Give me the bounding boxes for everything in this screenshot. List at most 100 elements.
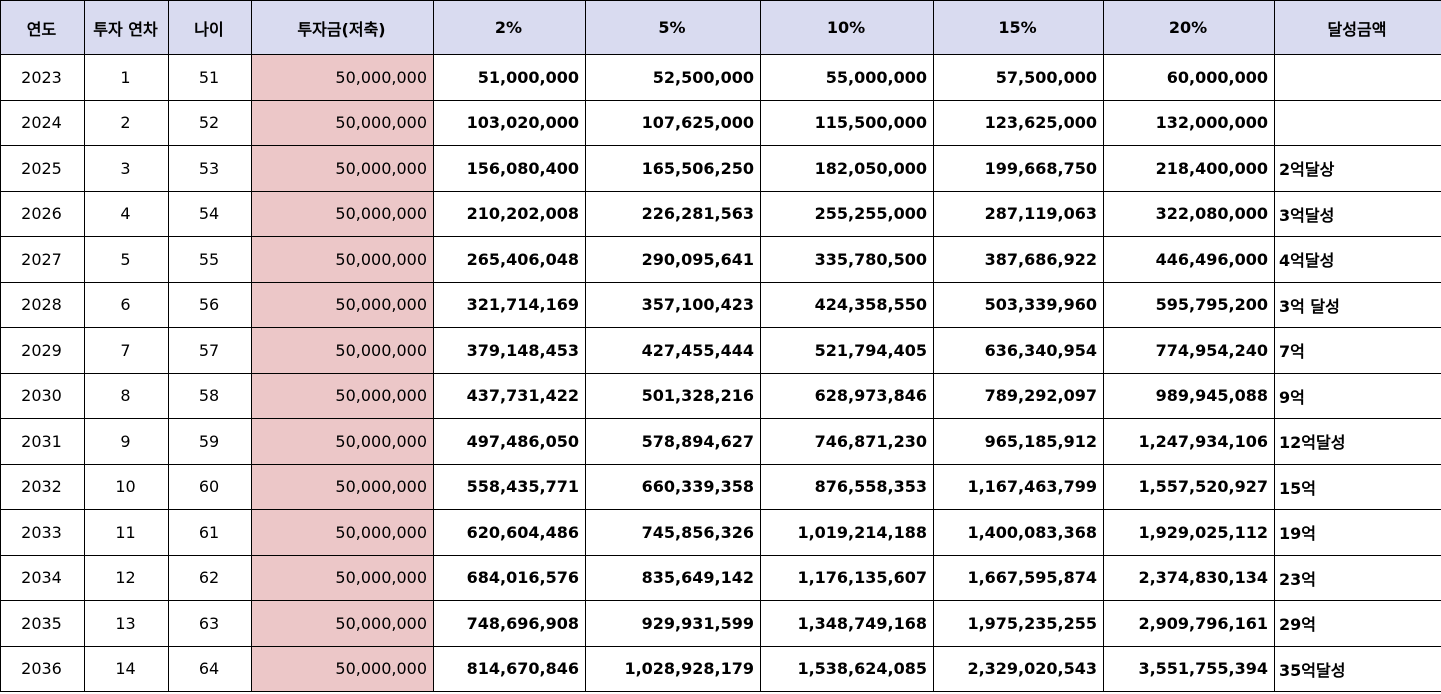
cell-deposit[interactable]: 50,000,000 bbox=[251, 145, 434, 192]
cell-goal[interactable]: 7억 bbox=[1274, 327, 1441, 374]
cell-invest-year[interactable]: 13 bbox=[84, 600, 169, 647]
cell-rate-2[interactable]: 210,202,008 bbox=[433, 190, 586, 237]
cell-year[interactable]: 2030 bbox=[0, 372, 85, 419]
cell-rate-2[interactable]: 379,148,453 bbox=[433, 327, 586, 374]
col-header-deposit[interactable]: 투자금(저축) bbox=[251, 0, 434, 55]
cell-invest-year[interactable]: 7 bbox=[84, 327, 169, 374]
cell-year[interactable]: 2029 bbox=[0, 327, 85, 374]
cell-rate-5[interactable]: 226,281,563 bbox=[585, 190, 761, 237]
cell-rate-20[interactable]: 989,945,088 bbox=[1103, 372, 1275, 419]
cell-rate-5[interactable]: 290,095,641 bbox=[585, 236, 761, 283]
cell-rate-15[interactable]: 387,686,922 bbox=[933, 236, 1104, 283]
cell-invest-year[interactable]: 5 bbox=[84, 236, 169, 283]
cell-deposit[interactable]: 50,000,000 bbox=[251, 236, 434, 283]
col-header-rate-10[interactable]: 10% bbox=[760, 0, 934, 55]
cell-rate-20[interactable]: 595,795,200 bbox=[1103, 281, 1275, 328]
cell-year[interactable]: 2027 bbox=[0, 236, 85, 283]
cell-rate-5[interactable]: 427,455,444 bbox=[585, 327, 761, 374]
cell-rate-10[interactable]: 628,973,846 bbox=[760, 372, 934, 419]
cell-age[interactable]: 62 bbox=[168, 554, 252, 601]
cell-year[interactable]: 2035 bbox=[0, 600, 85, 647]
cell-goal[interactable]: 3억 달성 bbox=[1274, 281, 1441, 328]
cell-rate-10[interactable]: 876,558,353 bbox=[760, 463, 934, 510]
cell-age[interactable]: 54 bbox=[168, 190, 252, 237]
cell-rate-15[interactable]: 57,500,000 bbox=[933, 54, 1104, 101]
cell-invest-year[interactable]: 1 bbox=[84, 54, 169, 101]
col-header-goal[interactable]: 달성금액 bbox=[1274, 0, 1441, 55]
cell-deposit[interactable]: 50,000,000 bbox=[251, 281, 434, 328]
cell-invest-year[interactable]: 4 bbox=[84, 190, 169, 237]
cell-deposit[interactable]: 50,000,000 bbox=[251, 418, 434, 465]
cell-rate-10[interactable]: 115,500,000 bbox=[760, 99, 934, 146]
cell-rate-2[interactable]: 51,000,000 bbox=[433, 54, 586, 101]
cell-rate-20[interactable]: 1,557,520,927 bbox=[1103, 463, 1275, 510]
cell-rate-10[interactable]: 521,794,405 bbox=[760, 327, 934, 374]
cell-rate-20[interactable]: 2,909,796,161 bbox=[1103, 600, 1275, 647]
cell-rate-2[interactable]: 684,016,576 bbox=[433, 554, 586, 601]
cell-deposit[interactable]: 50,000,000 bbox=[251, 372, 434, 419]
cell-age[interactable]: 59 bbox=[168, 418, 252, 465]
cell-age[interactable]: 60 bbox=[168, 463, 252, 510]
cell-age[interactable]: 55 bbox=[168, 236, 252, 283]
cell-rate-2[interactable]: 321,714,169 bbox=[433, 281, 586, 328]
cell-rate-20[interactable]: 60,000,000 bbox=[1103, 54, 1275, 101]
cell-year[interactable]: 2028 bbox=[0, 281, 85, 328]
cell-rate-10[interactable]: 255,255,000 bbox=[760, 190, 934, 237]
cell-age[interactable]: 52 bbox=[168, 99, 252, 146]
cell-deposit[interactable]: 50,000,000 bbox=[251, 327, 434, 374]
cell-rate-15[interactable]: 1,975,235,255 bbox=[933, 600, 1104, 647]
cell-invest-year[interactable]: 6 bbox=[84, 281, 169, 328]
cell-rate-5[interactable]: 929,931,599 bbox=[585, 600, 761, 647]
cell-goal[interactable] bbox=[1274, 99, 1441, 146]
cell-rate-20[interactable]: 132,000,000 bbox=[1103, 99, 1275, 146]
cell-rate-20[interactable]: 1,247,934,106 bbox=[1103, 418, 1275, 465]
cell-invest-year[interactable]: 14 bbox=[84, 645, 169, 692]
cell-rate-5[interactable]: 357,100,423 bbox=[585, 281, 761, 328]
cell-rate-15[interactable]: 1,400,083,368 bbox=[933, 509, 1104, 556]
cell-deposit[interactable]: 50,000,000 bbox=[251, 645, 434, 692]
cell-rate-10[interactable]: 424,358,550 bbox=[760, 281, 934, 328]
cell-rate-10[interactable]: 746,871,230 bbox=[760, 418, 934, 465]
cell-year[interactable]: 2025 bbox=[0, 145, 85, 192]
cell-rate-5[interactable]: 1,028,928,179 bbox=[585, 645, 761, 692]
cell-deposit[interactable]: 50,000,000 bbox=[251, 99, 434, 146]
cell-rate-20[interactable]: 3,551,755,394 bbox=[1103, 645, 1275, 692]
cell-goal[interactable]: 23억 bbox=[1274, 554, 1441, 601]
cell-rate-5[interactable]: 165,506,250 bbox=[585, 145, 761, 192]
cell-deposit[interactable]: 50,000,000 bbox=[251, 190, 434, 237]
cell-rate-5[interactable]: 660,339,358 bbox=[585, 463, 761, 510]
cell-age[interactable]: 56 bbox=[168, 281, 252, 328]
cell-goal[interactable]: 19억 bbox=[1274, 509, 1441, 556]
col-header-rate-2[interactable]: 2% bbox=[433, 0, 586, 55]
cell-rate-15[interactable]: 1,167,463,799 bbox=[933, 463, 1104, 510]
cell-rate-2[interactable]: 497,486,050 bbox=[433, 418, 586, 465]
cell-deposit[interactable]: 50,000,000 bbox=[251, 554, 434, 601]
cell-deposit[interactable]: 50,000,000 bbox=[251, 54, 434, 101]
cell-rate-20[interactable]: 218,400,000 bbox=[1103, 145, 1275, 192]
cell-rate-5[interactable]: 745,856,326 bbox=[585, 509, 761, 556]
cell-rate-5[interactable]: 107,625,000 bbox=[585, 99, 761, 146]
cell-rate-15[interactable]: 2,329,020,543 bbox=[933, 645, 1104, 692]
cell-rate-15[interactable]: 123,625,000 bbox=[933, 99, 1104, 146]
col-header-age[interactable]: 나이 bbox=[168, 0, 252, 55]
cell-rate-15[interactable]: 1,667,595,874 bbox=[933, 554, 1104, 601]
cell-rate-10[interactable]: 182,050,000 bbox=[760, 145, 934, 192]
cell-rate-15[interactable]: 199,668,750 bbox=[933, 145, 1104, 192]
cell-rate-20[interactable]: 322,080,000 bbox=[1103, 190, 1275, 237]
cell-invest-year[interactable]: 10 bbox=[84, 463, 169, 510]
cell-rate-2[interactable]: 437,731,422 bbox=[433, 372, 586, 419]
cell-rate-15[interactable]: 503,339,960 bbox=[933, 281, 1104, 328]
cell-rate-10[interactable]: 1,176,135,607 bbox=[760, 554, 934, 601]
cell-deposit[interactable]: 50,000,000 bbox=[251, 509, 434, 556]
cell-age[interactable]: 57 bbox=[168, 327, 252, 374]
cell-invest-year[interactable]: 2 bbox=[84, 99, 169, 146]
cell-year[interactable]: 2032 bbox=[0, 463, 85, 510]
cell-rate-10[interactable]: 1,538,624,085 bbox=[760, 645, 934, 692]
cell-invest-year[interactable]: 12 bbox=[84, 554, 169, 601]
cell-age[interactable]: 63 bbox=[168, 600, 252, 647]
cell-invest-year[interactable]: 9 bbox=[84, 418, 169, 465]
cell-rate-20[interactable]: 774,954,240 bbox=[1103, 327, 1275, 374]
cell-age[interactable]: 53 bbox=[168, 145, 252, 192]
cell-rate-20[interactable]: 2,374,830,134 bbox=[1103, 554, 1275, 601]
cell-age[interactable]: 61 bbox=[168, 509, 252, 556]
